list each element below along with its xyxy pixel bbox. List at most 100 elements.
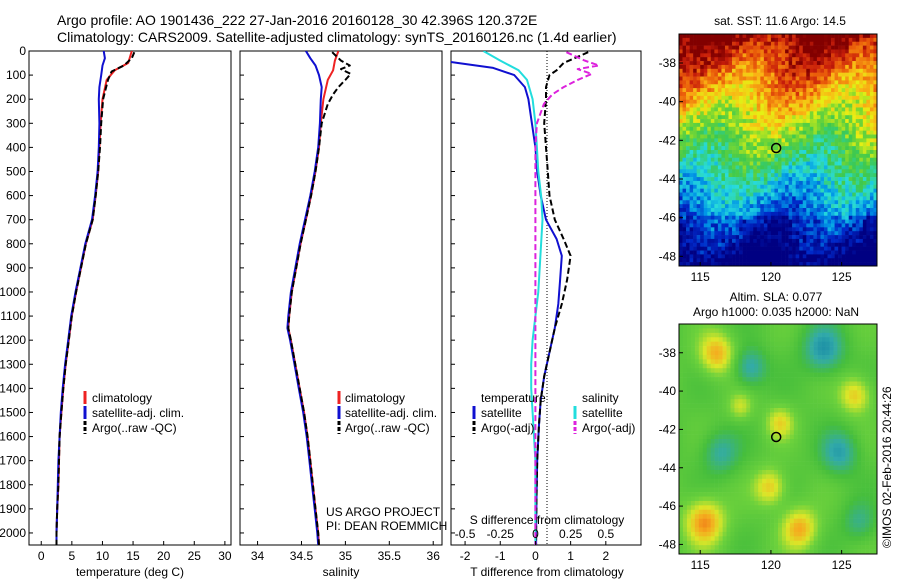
sst-cell — [785, 235, 789, 240]
sst-cell — [823, 88, 828, 93]
sst-cell — [778, 227, 782, 232]
sla-cell — [694, 430, 700, 435]
sst-cell — [831, 258, 835, 263]
sst-cell — [721, 242, 726, 247]
sst-cell — [820, 200, 825, 205]
sst-cell — [714, 64, 719, 70]
sst-cell — [717, 219, 722, 224]
sst-cell — [827, 250, 832, 255]
sst-cell — [859, 37, 864, 43]
sst-cell — [689, 111, 694, 116]
sst-cell — [862, 80, 867, 85]
sst-cell — [788, 165, 793, 170]
sst-cell — [724, 95, 729, 101]
sst-cell — [859, 72, 864, 77]
sla-cell — [789, 390, 795, 396]
sst-cell — [831, 119, 835, 124]
sst-cell — [693, 119, 697, 124]
sst-cell — [841, 188, 846, 193]
sst-cell — [703, 142, 708, 147]
sst-cell — [760, 157, 765, 162]
sst-cell — [862, 235, 867, 240]
sst-cell — [781, 122, 786, 128]
sst-cell — [753, 184, 758, 189]
sst-cell — [795, 157, 800, 162]
sla-cell — [857, 377, 862, 382]
sla-cell — [766, 403, 771, 409]
sst-cell — [823, 180, 828, 186]
sst-cell — [696, 150, 701, 155]
sst-cell — [831, 130, 835, 135]
sla-cell — [825, 341, 830, 347]
sst-cell — [763, 223, 768, 228]
sst-cell — [732, 72, 736, 77]
sla-cell — [793, 381, 799, 387]
sst-cell — [831, 142, 835, 147]
sst-cell — [788, 184, 793, 189]
sla-cell — [789, 337, 795, 342]
sla-cell — [853, 381, 858, 387]
sst-cell — [838, 200, 842, 205]
sst-cell — [756, 111, 761, 116]
sst-cell — [714, 72, 719, 77]
sst-cell — [707, 34, 712, 39]
sla-cell — [821, 377, 826, 382]
sla-cell — [770, 354, 775, 360]
sla-cell — [679, 412, 684, 418]
sst-cell — [717, 41, 722, 46]
sst-cell — [739, 34, 743, 39]
sst-cell — [823, 95, 828, 101]
sst-cell — [778, 165, 782, 170]
sst-cell — [820, 61, 825, 66]
sst-cell — [792, 107, 796, 112]
sst-cell — [696, 84, 701, 89]
sst-cell — [732, 258, 736, 263]
sla-cell — [793, 408, 799, 413]
sla-cell — [778, 381, 783, 387]
sla-cell — [734, 430, 739, 435]
sst-cell — [838, 134, 842, 139]
sst-cell — [767, 153, 772, 159]
sla-cell — [813, 328, 818, 334]
sst-cell — [788, 111, 793, 116]
sst-cell — [820, 49, 825, 54]
sst-cell — [703, 161, 708, 166]
sst-cell — [732, 180, 736, 186]
sla-cell — [698, 381, 704, 387]
sst-cell — [700, 262, 705, 267]
sst-cell — [724, 250, 729, 255]
sst-cell — [742, 111, 747, 116]
sst-cell — [809, 122, 814, 128]
sst-cell — [827, 126, 832, 131]
sst-cell — [753, 254, 758, 259]
sst-cell — [739, 215, 743, 220]
sst-cell — [735, 64, 740, 70]
sst-cell — [728, 37, 733, 43]
sst-cell — [739, 53, 743, 58]
sst-cell — [707, 57, 712, 62]
sla-cell — [702, 430, 708, 435]
sst-cell — [753, 227, 758, 232]
sst-cell — [770, 37, 775, 43]
sla-cell — [774, 434, 779, 440]
sst-cell — [689, 250, 694, 255]
sst-cell — [679, 68, 683, 73]
sst-cell — [823, 262, 828, 267]
temperature-axis-label: temperature (deg C) — [76, 565, 184, 579]
sst-cell — [802, 246, 807, 251]
sla-cell — [789, 324, 795, 329]
depth-tick-label: 1300 — [0, 357, 26, 371]
sla-cell — [865, 350, 870, 356]
sst-cell — [707, 88, 712, 93]
sst-cell — [838, 122, 842, 128]
sla-cell — [750, 324, 755, 329]
sst-cell — [820, 188, 825, 193]
sla-cell — [722, 368, 727, 373]
sla-cell — [821, 350, 826, 356]
sla-cell — [770, 324, 775, 329]
sst-cell — [732, 130, 736, 135]
sst-cell — [778, 95, 782, 101]
sla-cell — [778, 328, 783, 334]
sla-cell — [829, 403, 834, 409]
sst-cell — [682, 111, 687, 116]
